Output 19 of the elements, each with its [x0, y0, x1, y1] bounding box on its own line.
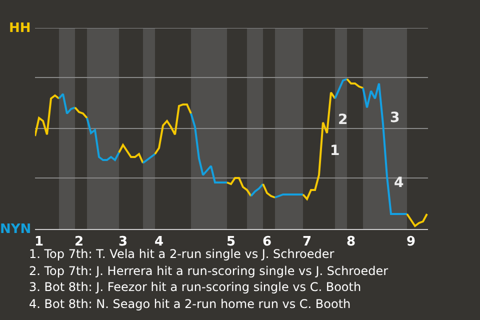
x-tick-label: 8 [346, 234, 356, 250]
annotation: 3 [390, 110, 400, 126]
x-tick-label: 9 [406, 234, 416, 250]
annotation: 1 [330, 143, 340, 159]
text: 4. Bot 8th: N. Seago hit a 2-run home run vs C. Booth [29, 297, 351, 311]
text: 2. Top 7th: J. Herrera hit a run-scoring single vs J. Schroeder [29, 264, 388, 278]
annotation: 4 [394, 175, 404, 191]
x-tick-label: 2 [74, 234, 84, 250]
x-tick-label: 3 [118, 234, 128, 250]
text: HH [9, 21, 31, 36]
annotation: 2 [338, 112, 348, 128]
x-tick-label: 1 [34, 234, 44, 250]
x-tick-label: 7 [302, 234, 312, 250]
x-tick-label: 4 [154, 234, 164, 250]
text: 1. Top 7th: T. Vela hit a 2-run single vs J. Schroeder [29, 247, 334, 261]
x-tick-label: 6 [262, 234, 272, 250]
x-tick-label: 5 [226, 234, 236, 250]
text: NYN [0, 222, 32, 237]
text: 3. Bot 8th: J. Feezor hit a run-scoring single vs C. Booth [29, 280, 362, 294]
